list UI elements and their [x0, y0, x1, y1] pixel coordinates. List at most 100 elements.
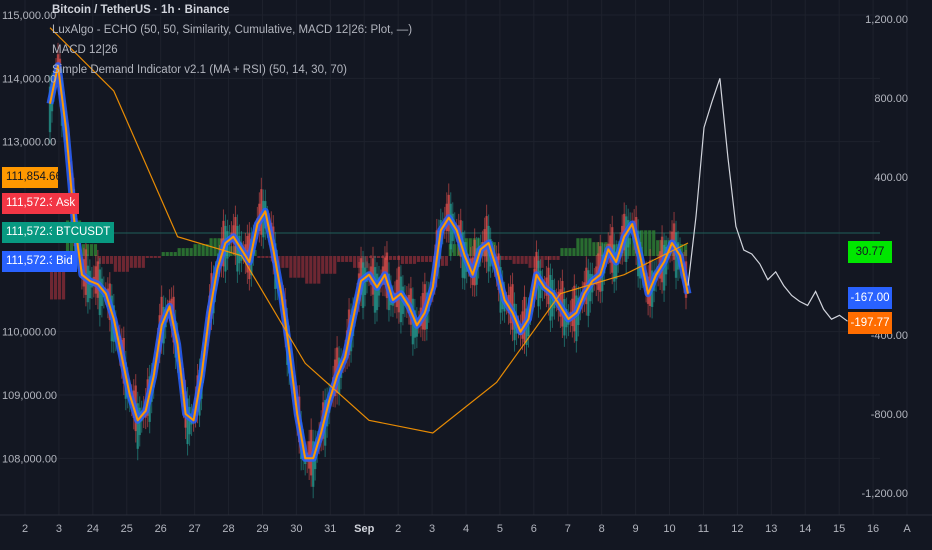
- time-axis-tick: 3: [429, 523, 435, 535]
- left-axis-tick: 114,000.00: [2, 73, 56, 85]
- histogram-bar: [576, 238, 580, 256]
- histogram-bar: [572, 248, 576, 256]
- time-axis-tick: 9: [633, 523, 639, 535]
- histogram-bar: [50, 256, 54, 300]
- time-axis-tick: 12: [731, 523, 743, 535]
- forecast-line: [687, 78, 848, 322]
- histogram-bar: [117, 256, 121, 272]
- histogram-bar: [376, 256, 381, 258]
- histogram-bar: [512, 256, 516, 264]
- histogram-bar: [500, 256, 504, 260]
- histogram-bar: [301, 256, 305, 278]
- histogram-bar: [592, 242, 596, 256]
- time-axis-tick: 14: [799, 523, 811, 535]
- histogram-bar: [293, 256, 297, 278]
- time-axis-tick: 27: [188, 523, 200, 535]
- candle-body: [309, 429, 313, 476]
- histogram-bar: [253, 250, 257, 256]
- chart-legend: Bitcoin / TetherUS · 1h · Binance LuxAlg…: [52, 0, 412, 80]
- histogram-bar: [516, 256, 520, 264]
- right-axis-tick: 400.00: [874, 172, 908, 184]
- histogram-bar: [552, 256, 556, 260]
- histogram-bar: [428, 256, 432, 262]
- histogram-bar: [213, 238, 217, 256]
- histogram-bar: [528, 256, 532, 268]
- histogram-bar: [289, 256, 293, 278]
- time-axis-tick: 7: [565, 523, 571, 535]
- symbol-label: BTCUSDT: [52, 222, 115, 243]
- histogram-bar: [61, 256, 66, 300]
- histogram-bar: [424, 256, 429, 262]
- candle-body: [48, 86, 52, 133]
- time-axis-tick: 24: [87, 523, 99, 535]
- histogram-bar: [544, 256, 548, 260]
- time-axis-tick: 11: [698, 523, 709, 535]
- time-axis-tick: 13: [765, 523, 777, 535]
- time-axis-tick: 16: [867, 523, 879, 535]
- candle-body: [447, 194, 450, 232]
- left-axis-tick: 110,000.00: [2, 327, 56, 339]
- time-axis-tick: 2: [395, 523, 401, 535]
- histogram-bar: [265, 256, 269, 258]
- time-axis-tick: 25: [121, 523, 133, 535]
- histogram-bar: [628, 238, 632, 256]
- indicator-echo[interactable]: LuxAlgo - ECHO (50, 50, Similarity, Cumu…: [52, 24, 413, 36]
- indicator-value-badge-a: 30.77: [848, 241, 892, 263]
- right-axis-tick: -800.00: [871, 409, 908, 421]
- candle-body: [136, 403, 139, 449]
- bid-price-badge: 111,572.30: [2, 251, 62, 272]
- histogram-bar: [313, 256, 317, 284]
- histogram-bar: [285, 256, 289, 268]
- candle-body: [359, 258, 363, 295]
- histogram-bar: [584, 238, 588, 256]
- histogram-bar: [281, 256, 285, 268]
- histogram-bar: [57, 256, 62, 300]
- histogram-bar: [325, 256, 329, 274]
- histogram-bar: [520, 256, 524, 264]
- histogram-bar: [53, 256, 58, 300]
- time-axis-tick: 31: [324, 523, 336, 535]
- histogram-bar: [177, 248, 181, 256]
- histogram-bar: [321, 256, 325, 274]
- left-axis-tick: 109,000.00: [2, 390, 57, 402]
- histogram-bar: [548, 256, 552, 260]
- histogram-bar: [317, 256, 321, 284]
- price-line: [49, 64, 689, 460]
- time-axis-tick: 4: [463, 523, 469, 535]
- left-axis-tick: 115,000.00: [2, 10, 56, 22]
- time-axis-tick: 8: [599, 523, 605, 535]
- histogram-bar: [101, 256, 106, 264]
- indicator-macd[interactable]: MACD 12|26: [52, 44, 118, 56]
- candle-body: [96, 261, 100, 298]
- histogram-bar: [400, 256, 405, 264]
- symbol-price-badge: 111,572.31: [2, 222, 62, 243]
- histogram-bar: [540, 256, 544, 268]
- candle-body: [186, 398, 189, 445]
- histogram-bar: [157, 256, 161, 258]
- histogram-bar: [105, 256, 110, 264]
- left-axis-tick: 108,000.00: [2, 453, 57, 465]
- indicator-value-badge-b: -167.00: [848, 287, 892, 309]
- candle-body: [547, 267, 550, 305]
- indicator-value-badge-c: -197.77: [848, 312, 892, 334]
- histogram-bar: [129, 256, 133, 268]
- histogram-bar: [161, 252, 165, 256]
- candle-body: [575, 295, 578, 342]
- candle-body: [375, 273, 379, 311]
- histogram-bar: [173, 252, 177, 256]
- histogram-bar: [652, 230, 656, 256]
- symbol-title: Bitcoin / TetherUS · 1h · Binance: [52, 4, 230, 16]
- histogram-bar: [189, 248, 193, 256]
- indicator-demand[interactable]: Simple Demand Indicator v2.1 (MA + RSI) …: [52, 64, 347, 76]
- histogram-bar: [404, 256, 409, 264]
- histogram-bar: [137, 256, 141, 268]
- time-axis-bg: [0, 515, 932, 550]
- histogram-bar: [420, 256, 425, 262]
- histogram-bar: [85, 244, 90, 256]
- histogram-bar: [337, 256, 341, 262]
- time-axis-tick: 5: [497, 523, 503, 535]
- histogram-bar: [656, 240, 660, 256]
- histogram-bar: [524, 256, 528, 264]
- right-axis-tick: 1,200.00: [865, 14, 908, 26]
